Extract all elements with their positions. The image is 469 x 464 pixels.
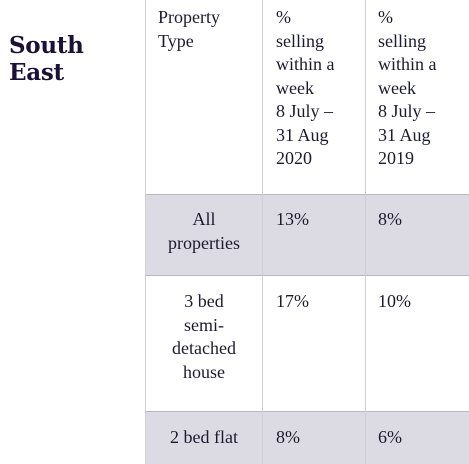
- row-2-bed-flat-type: 2 bed flat: [170, 427, 238, 447]
- row-all-properties-2019: 8%: [378, 209, 402, 229]
- row-3-bed-semi-2020: 17%: [276, 291, 309, 311]
- column-divider: [145, 0, 146, 464]
- row-shading-2-bed-flat: [146, 412, 469, 464]
- row-all-properties-type: All properties: [168, 209, 240, 253]
- header-pct-2020: % selling within a week 8 July – 31 Aug …: [276, 7, 335, 168]
- column-divider: [365, 0, 366, 464]
- row-divider: [146, 194, 469, 195]
- header-pct-2019: % selling within a week 8 July – 31 Aug …: [378, 7, 437, 168]
- row-2-bed-flat-2020: 8%: [276, 427, 300, 447]
- row-shading-all-properties: [146, 195, 469, 275]
- column-divider: [262, 0, 263, 464]
- row-3-bed-semi-type: 3 bed semi- detached house: [172, 291, 236, 382]
- row-all-properties-2020: 13%: [276, 209, 309, 229]
- row-3-bed-semi-2019: 10%: [378, 291, 411, 311]
- header-property-type: Property Type: [158, 7, 220, 51]
- row-divider: [146, 275, 469, 276]
- row-2-bed-flat-2019: 6%: [378, 427, 402, 447]
- row-divider: [146, 411, 469, 412]
- region-title: South East: [9, 32, 84, 86]
